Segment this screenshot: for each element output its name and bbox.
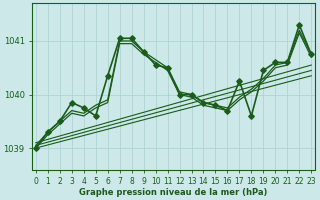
X-axis label: Graphe pression niveau de la mer (hPa): Graphe pression niveau de la mer (hPa) <box>79 188 268 197</box>
